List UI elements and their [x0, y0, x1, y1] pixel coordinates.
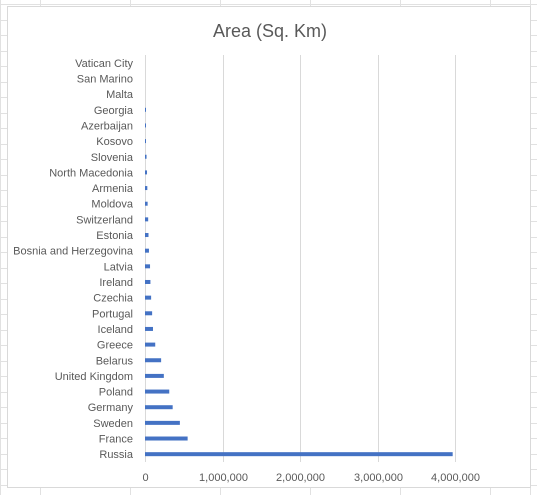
bar[interactable] [145, 342, 156, 347]
x-tick-label: 2,000,000 [276, 472, 325, 484]
bar[interactable] [145, 279, 151, 284]
category-label: Russia [99, 449, 134, 461]
bar[interactable] [145, 311, 153, 316]
category-label: Portugal [92, 308, 133, 320]
x-tick-label: 3,000,000 [354, 472, 403, 484]
category-label: France [99, 434, 133, 446]
category-label: Moldova [91, 199, 133, 211]
category-label: Georgia [94, 105, 134, 117]
category-label: Armenia [92, 183, 134, 195]
category-label: Germany [88, 402, 134, 414]
category-label: Iceland [98, 324, 133, 336]
bar[interactable] [145, 452, 453, 457]
category-label: Greece [97, 340, 133, 352]
bar[interactable] [145, 436, 188, 441]
category-label: United Kingdom [55, 371, 133, 383]
bar[interactable] [145, 139, 146, 144]
chart-title: Area (Sq. Km) [212, 21, 328, 41]
x-tick-label: 1,000,000 [199, 472, 248, 484]
bar[interactable] [145, 170, 148, 175]
bar[interactable] [145, 358, 162, 363]
category-label: North Macedonia [49, 167, 134, 179]
chart-area[interactable]: Area (Sq. Km) 0 1,000,000 2,000,000 3,000,0… [7, 6, 531, 488]
bar-chart-plot: 0 1,000,000 2,000,000 3,000,000 4,000,000 Rus… [13, 55, 480, 484]
bar[interactable] [145, 373, 164, 378]
category-label: Sweden [93, 418, 133, 430]
bar[interactable] [145, 295, 152, 300]
category-label: Estonia [96, 230, 134, 242]
category-label: Bosnia and Herzegovina [13, 246, 134, 258]
category-label: Latvia [104, 261, 134, 273]
bar[interactable] [145, 326, 153, 331]
bar[interactable] [145, 201, 148, 206]
x-tick-label: 0 [142, 472, 148, 484]
category-label: Slovenia [91, 152, 134, 164]
category-label: Belarus [96, 355, 134, 367]
bar[interactable] [145, 389, 170, 394]
category-label: Ireland [99, 277, 133, 289]
bar[interactable] [145, 186, 148, 191]
bar[interactable] [145, 420, 180, 425]
bar[interactable] [145, 217, 149, 222]
category-label: Malta [106, 89, 134, 101]
bar[interactable] [145, 107, 146, 112]
bar[interactable] [145, 248, 149, 253]
bar[interactable] [145, 123, 146, 128]
bar[interactable] [145, 405, 173, 410]
bar[interactable] [145, 264, 151, 269]
category-label: Switzerland [76, 214, 133, 226]
x-tick-label: 4,000,000 [431, 472, 480, 484]
category-label: Kosovo [96, 136, 133, 148]
category-label: Azerbaijan [81, 120, 133, 132]
category-label: Czechia [93, 293, 134, 305]
category-label: Poland [99, 387, 133, 399]
category-label: Vatican City [75, 58, 133, 70]
category-label: San Marino [77, 73, 133, 85]
bar[interactable] [145, 233, 149, 238]
bar[interactable] [145, 154, 147, 159]
